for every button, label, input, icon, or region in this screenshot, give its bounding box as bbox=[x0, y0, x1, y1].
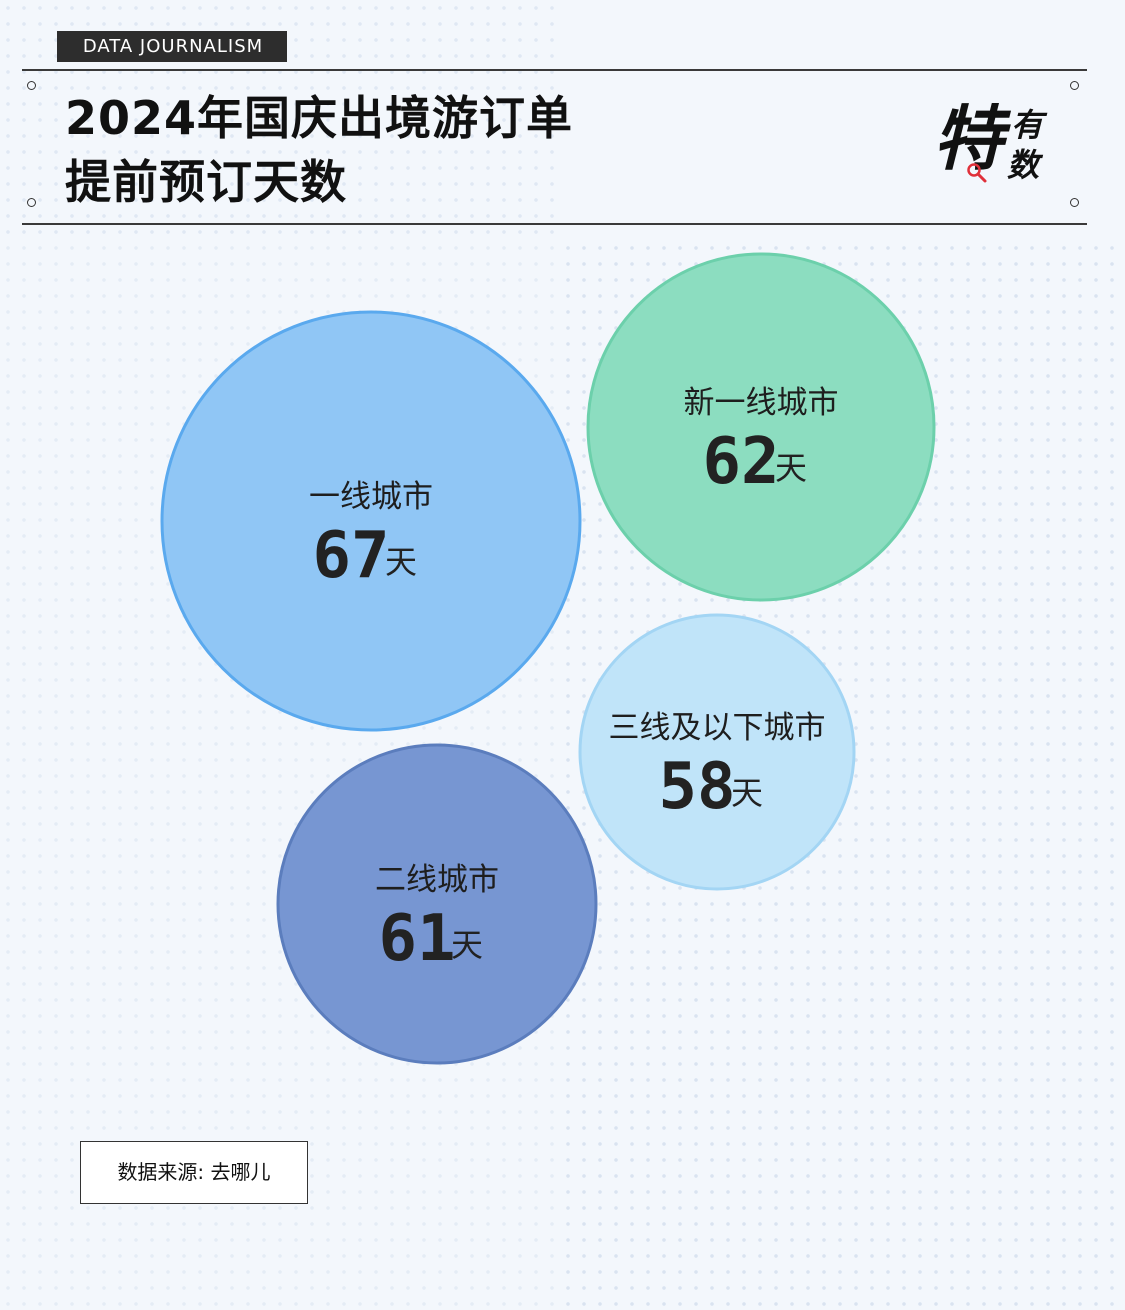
bubble-circle bbox=[160, 310, 582, 732]
bubble-label: 一线城市 bbox=[309, 479, 433, 515]
bubble-unit: 天 bbox=[451, 926, 483, 964]
bubble-value: 67 bbox=[312, 519, 389, 593]
magnifier-icon bbox=[967, 163, 987, 183]
data-source: 数据来源: 去哪儿 bbox=[80, 1141, 308, 1204]
page-title: 2024年国庆出境游订单 提前预订天数 bbox=[65, 86, 573, 214]
logo-char-bottom: 数 bbox=[1007, 146, 1040, 184]
ring-ornament bbox=[27, 81, 36, 90]
logo-char-top: 有 bbox=[1011, 106, 1044, 144]
title-line-1: 2024年国庆出境游订单 bbox=[65, 91, 574, 145]
ring-ornament bbox=[1070, 198, 1079, 207]
title-line-2: 提前预订天数 bbox=[65, 155, 347, 209]
bubble-label: 三线及以下城市 bbox=[609, 710, 826, 746]
bubble-unit: 天 bbox=[385, 543, 417, 581]
bubble-circle bbox=[578, 613, 856, 891]
section-tag: DATA JOURNALISM bbox=[57, 31, 287, 62]
bubble-value: 58 bbox=[658, 750, 735, 824]
header-top-rule bbox=[22, 69, 1087, 71]
bubble-new-first-tier: 新一线城市 62天 bbox=[586, 252, 936, 602]
bubble-second-tier: 二线城市 61天 bbox=[276, 743, 598, 1065]
bubble-third-tier: 三线及以下城市 58天 bbox=[578, 613, 856, 891]
bubble-first-tier: 一线城市 67天 bbox=[160, 310, 582, 732]
ring-ornament bbox=[27, 198, 36, 207]
bubble-circle bbox=[276, 743, 598, 1065]
bubble-value: 61 bbox=[378, 902, 455, 976]
bubble-unit: 天 bbox=[731, 774, 763, 812]
logo-char-main: 特 bbox=[933, 98, 1003, 180]
header-bottom-rule bbox=[22, 223, 1087, 225]
bubble-unit: 天 bbox=[775, 449, 807, 487]
brand-logo: 特 有 数 bbox=[933, 98, 1058, 190]
bubble-value: 62 bbox=[702, 425, 779, 499]
bubble-circle bbox=[586, 252, 936, 602]
ring-ornament bbox=[1070, 81, 1079, 90]
bubble-label: 二线城市 bbox=[375, 862, 499, 898]
bubble-label: 新一线城市 bbox=[684, 385, 839, 421]
